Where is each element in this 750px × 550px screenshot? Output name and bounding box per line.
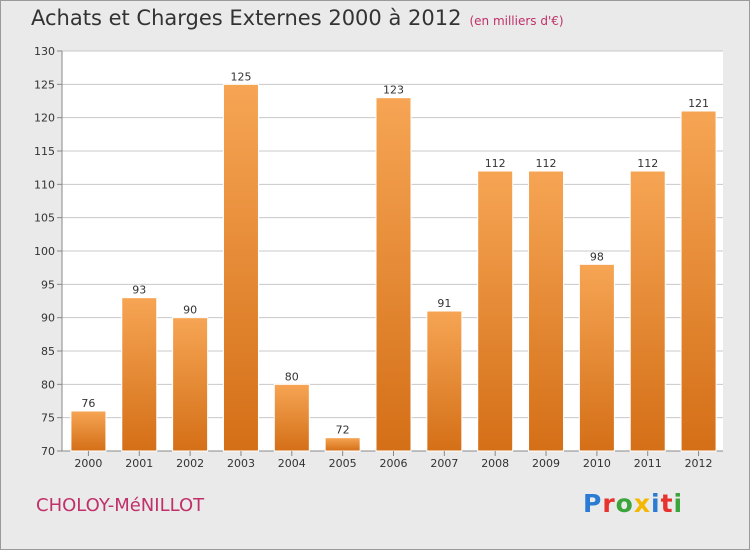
x-tick-label: 2008 (481, 457, 509, 470)
logo-letter: t (660, 489, 674, 518)
x-tick-label: 2011 (634, 457, 662, 470)
bar-2000 (70, 410, 107, 452)
bar-value-label: 72 (336, 424, 350, 437)
bar-2004 (273, 383, 310, 452)
x-tick-label: 2009 (532, 457, 560, 470)
bar-value-label: 98 (590, 250, 604, 263)
bar-2006 (375, 97, 412, 452)
x-axis: 2000 2001 2002 2003 2004 2005 2006 2007 2008 2009… (74, 451, 713, 470)
x-tick-label: 2010 (583, 457, 611, 470)
bar-2009 (528, 170, 565, 452)
bar-2008 (477, 170, 514, 452)
bar-value-label: 112 (637, 157, 658, 170)
bar-2002 (172, 317, 209, 452)
y-tick-label: 115 (34, 145, 55, 158)
y-tick-label: 105 (34, 212, 55, 225)
y-tick-label: 125 (34, 78, 55, 91)
logo-letter: r (602, 489, 616, 518)
y-tick-label: 90 (41, 312, 55, 325)
bar-2011 (629, 170, 666, 452)
y-tick-label: 85 (41, 345, 55, 358)
y-tick-label: 120 (34, 112, 55, 125)
logo-letter: i (673, 489, 684, 518)
y-tick-label: 110 (34, 178, 55, 191)
bar-2007 (426, 310, 463, 452)
bar-2005 (324, 437, 361, 452)
chart-subtitle: (en milliers d'€) (469, 14, 564, 28)
x-tick-label: 2003 (227, 457, 255, 470)
chart-title: Achats et Charges Externes 2000 à 2012 (e… (31, 6, 564, 30)
bar-value-label: 123 (383, 84, 404, 97)
proxiti-logo: Proxiti (583, 489, 683, 518)
y-tick-label: 130 (34, 45, 55, 58)
x-tick-label: 2007 (430, 457, 458, 470)
bar-2012 (680, 110, 717, 452)
bar-value-label: 121 (688, 97, 709, 110)
y-axis: 70 75 80 85 90 95 100 105 110 115 120 125 130 (34, 45, 723, 458)
x-tick-label: 2012 (685, 457, 713, 470)
x-tick-label: 2006 (380, 457, 408, 470)
bar-value-label: 90 (183, 304, 197, 317)
y-tick-label: 75 (41, 412, 55, 425)
y-tick-label: 100 (34, 245, 55, 258)
y-tick-label: 95 (41, 278, 55, 291)
logo-letter: o (615, 489, 634, 518)
y-tick-label: 70 (41, 445, 55, 458)
x-tick-label: 2005 (329, 457, 357, 470)
bar-value-label: 80 (285, 370, 299, 383)
bar-value-label: 93 (132, 284, 146, 297)
bar-2001 (121, 297, 158, 452)
bar-value-label: 125 (230, 70, 251, 83)
logo-letter: P (583, 489, 603, 518)
bar-value-label: 91 (437, 297, 451, 310)
x-tick-label: 2000 (74, 457, 102, 470)
bar-value-label: 112 (536, 157, 557, 170)
logo-letter: x (633, 489, 651, 518)
x-tick-label: 2002 (176, 457, 204, 470)
x-tick-label: 2001 (125, 457, 153, 470)
x-tick-label: 2004 (278, 457, 306, 470)
bar-2010 (578, 263, 615, 452)
title-text: Achats et Charges Externes 2000 à 2012 (31, 6, 462, 30)
commune-name: CHOLOY-MéNILLOT (36, 495, 205, 516)
bar-2003 (222, 83, 259, 452)
logo-letter: i (651, 489, 661, 518)
bar-value-label: 112 (485, 157, 506, 170)
y-tick-label: 80 (41, 378, 55, 391)
bars: 76 93 90 125 80 72 123 91 112 112 98 112 121 (70, 70, 717, 452)
bar-value-label: 76 (81, 397, 95, 410)
